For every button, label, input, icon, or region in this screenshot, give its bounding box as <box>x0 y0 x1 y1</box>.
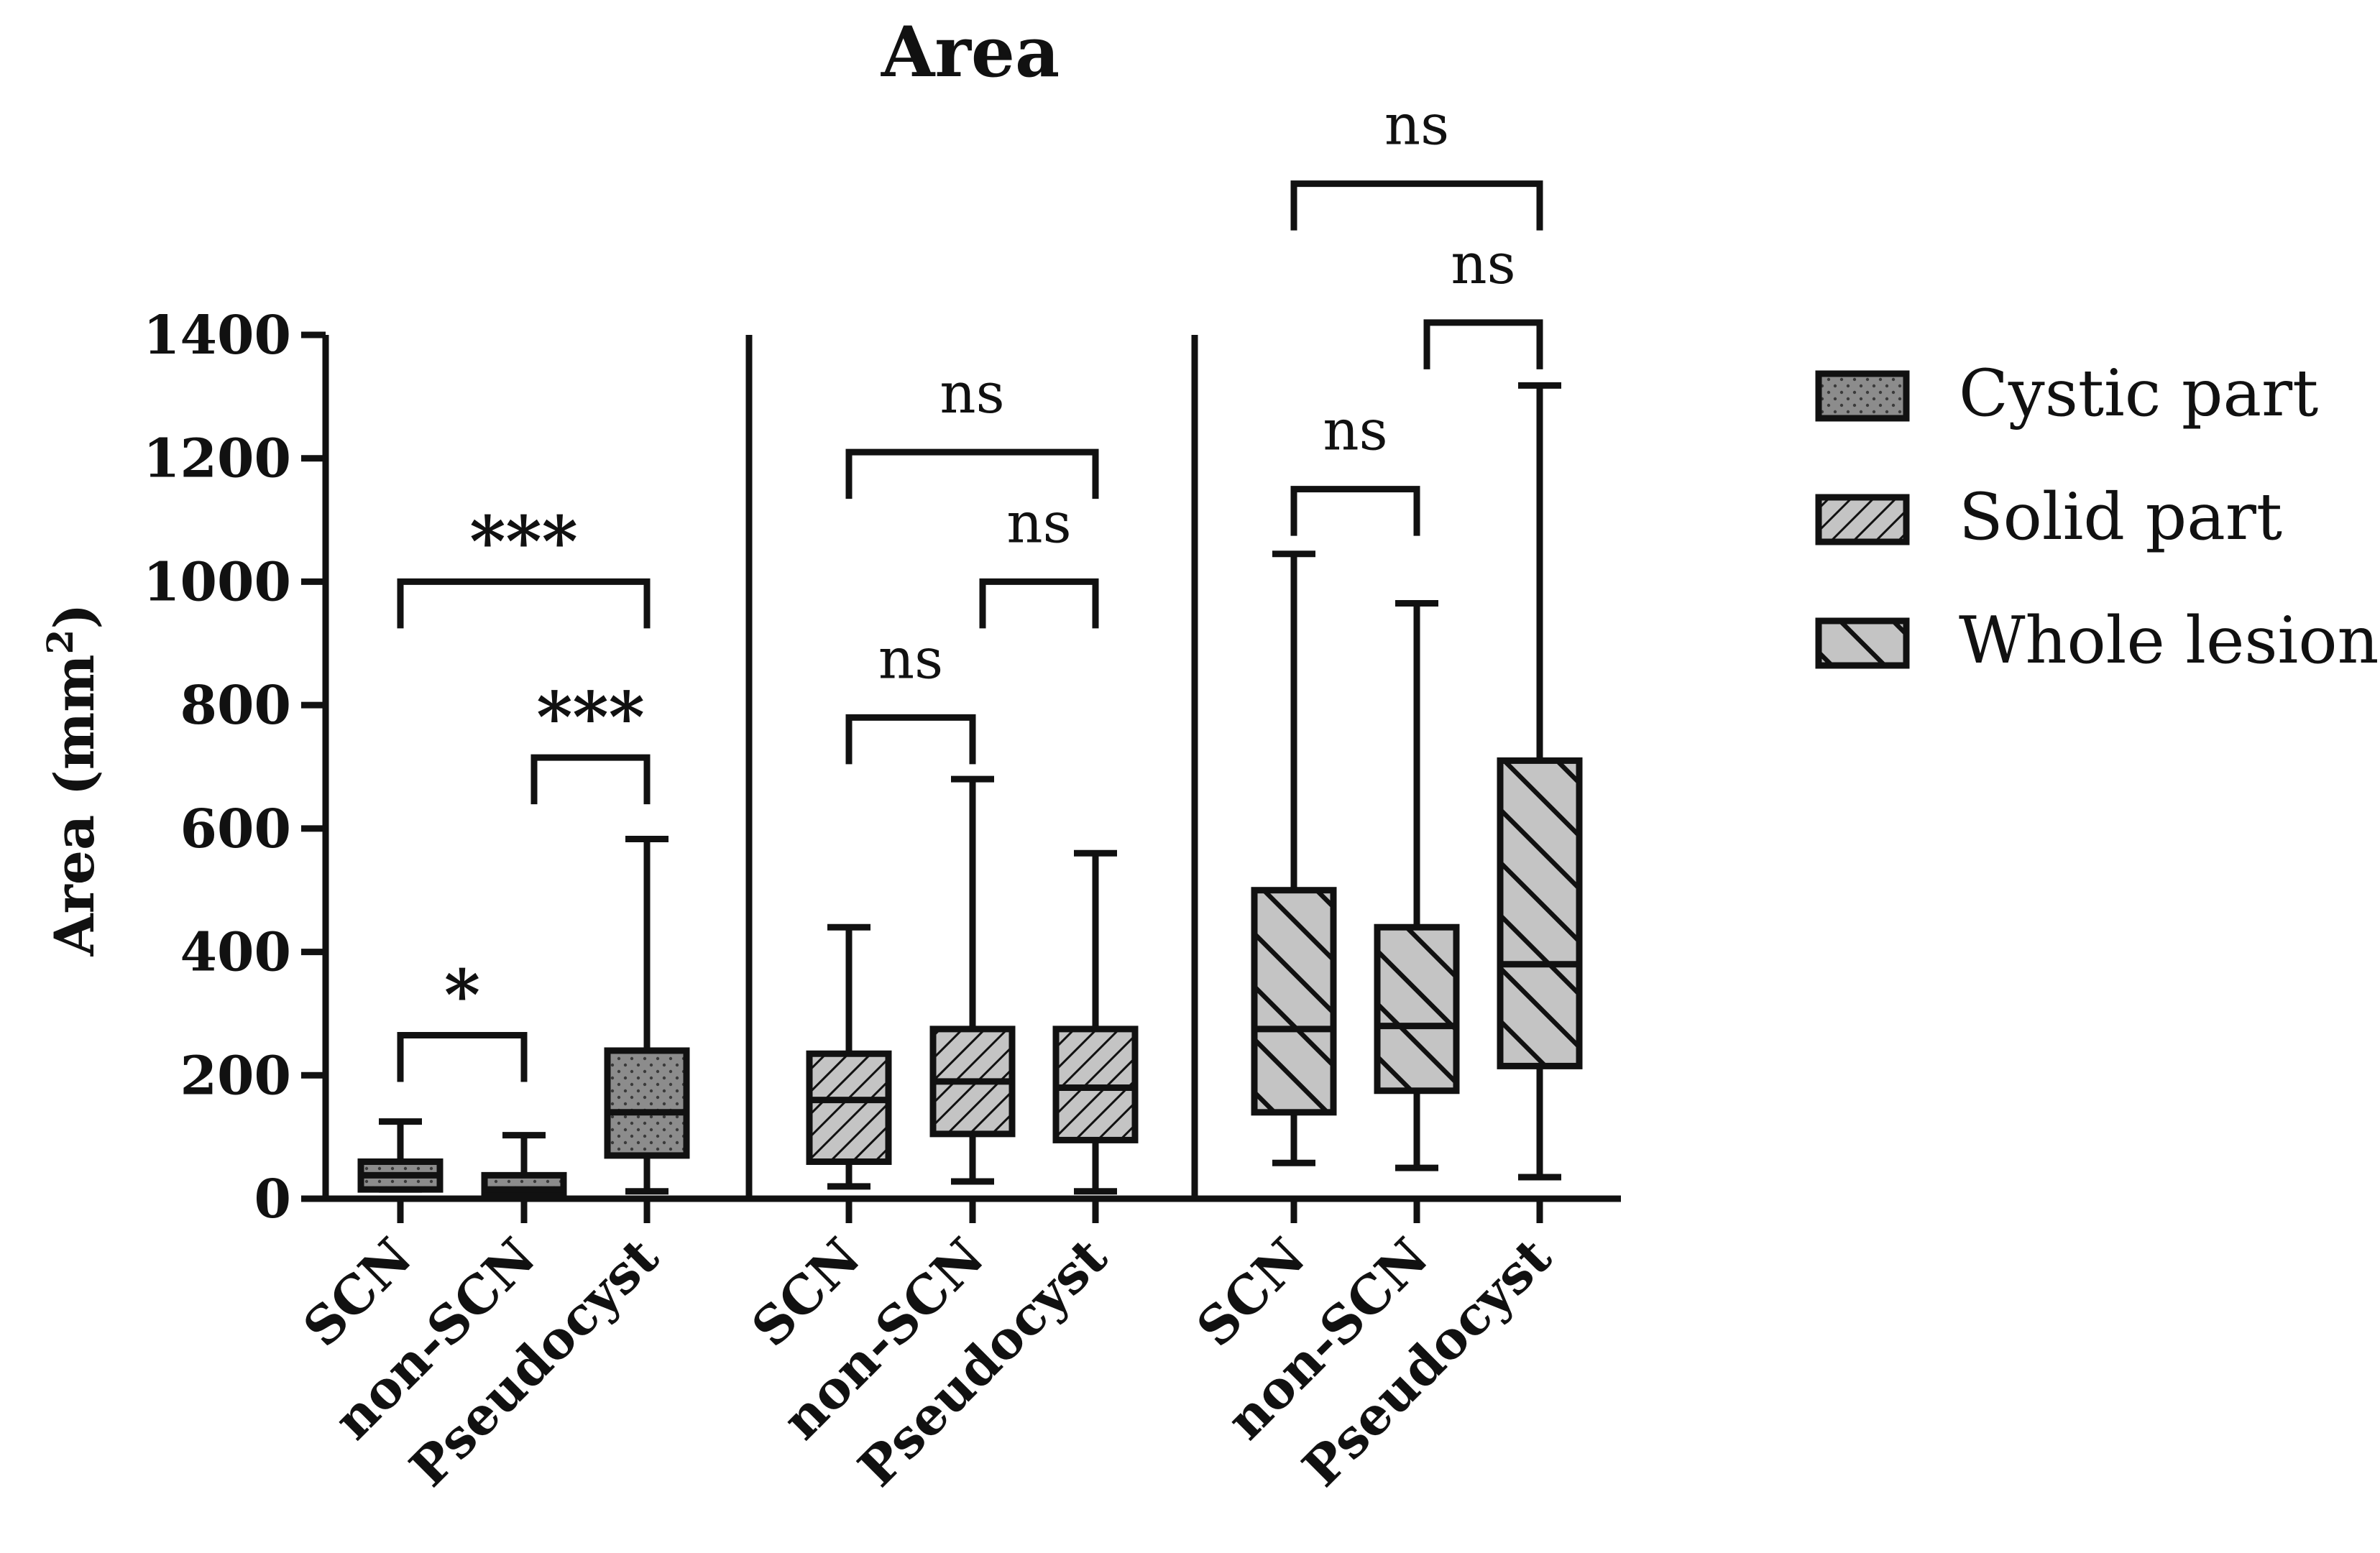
bracket-solid-part-non-scn-vs-pseudocyst: ns <box>979 491 1099 629</box>
bracket-line <box>979 578 1099 629</box>
bracket-whole-lesion-scn-vs-pseudocyst: ns <box>1290 93 1543 231</box>
bracket-label: ns <box>1006 491 1071 556</box>
bracket-label: *** <box>469 501 578 582</box>
bracket-label: ns <box>1384 93 1449 158</box>
bracket-line <box>1290 180 1543 231</box>
bracket-line <box>1290 486 1420 536</box>
y-tick-label-600: 600 <box>180 798 291 860</box>
box-iqr <box>1251 887 1337 1116</box>
bracket-cystic-part-non-scn-vs-pseudocyst: *** <box>530 677 651 805</box>
box-iqr <box>1497 757 1583 1069</box>
box-iqr <box>604 1047 690 1159</box>
box-iqr <box>1374 923 1460 1095</box>
bracket-line <box>530 754 651 805</box>
bracket-line <box>1423 319 1543 369</box>
y-tick-label-1200: 1200 <box>143 428 291 490</box>
legend-label-cystic-part: Cystic part <box>1959 356 2318 431</box>
legend-label-whole-lesion: Whole lesion <box>1959 603 2379 678</box>
legend-item-solid-part: Solid part <box>1815 479 2282 555</box>
y-tick-label-400: 400 <box>180 922 291 984</box>
box-solid-part-non-scn <box>929 775 1016 1223</box>
bracket-label: ns <box>1323 399 1387 464</box>
box-whole-lesion-pseudocyst <box>1497 382 1583 1223</box>
bracket-label: * <box>444 954 480 1036</box>
y-axis-label-main: Area (mm <box>42 654 106 957</box>
legend-item-cystic-part: Cystic part <box>1815 356 2318 431</box>
bracket-line <box>397 1031 528 1082</box>
box-iqr <box>806 1050 892 1165</box>
axes: 0 200 400 600 800 1000 1200 1400 <box>143 305 1621 1230</box>
box-solid-part-pseudocyst <box>1052 849 1139 1223</box>
legend-item-whole-lesion: Whole lesion <box>1815 603 2379 678</box>
bracket-whole-lesion-non-scn-vs-pseudocyst: ns <box>1423 232 1543 369</box>
legend-swatch-cystic-part <box>1815 370 1910 422</box>
bracket-label: *** <box>536 677 645 758</box>
bracket-cystic-part-scn-vs-pseudocyst: *** <box>397 501 651 629</box>
y-tick-label-0: 0 <box>254 1169 292 1230</box>
box-cystic-part-pseudocyst <box>604 835 690 1223</box>
boxes <box>357 382 1583 1223</box>
box-solid-part-scn <box>806 923 892 1223</box>
bracket-label: ns <box>878 627 943 691</box>
y-tick-label-800: 800 <box>180 675 291 737</box>
y-axis-label-sup: 2 <box>39 630 81 655</box>
chart-title: Area <box>881 11 1060 93</box>
bracket-solid-part-scn-vs-non-scn: ns <box>845 627 976 765</box>
legend-swatch-solid-part <box>1815 494 1910 545</box>
bracket-line <box>845 448 1099 499</box>
box-cystic-part-non-scn <box>481 1132 567 1223</box>
y-axis-label-close: ) <box>42 604 106 630</box>
box-whole-lesion-scn <box>1251 550 1337 1223</box>
y-tick-label-1400: 1400 <box>143 305 291 367</box>
bracket-cystic-part-scn-vs-non-scn: * <box>397 954 528 1082</box>
bracket-solid-part-scn-vs-pseudocyst: ns <box>845 361 1099 499</box>
bracket-label: ns <box>1451 232 1515 297</box>
bracket-label: ns <box>939 361 1004 426</box>
y-tick-label-1000: 1000 <box>143 551 291 613</box>
y-axis-label: Area (mm2) <box>39 604 107 957</box>
bracket-line <box>845 714 976 765</box>
box-whole-lesion-non-scn <box>1374 599 1460 1223</box>
legend-swatch-whole-lesion <box>1815 617 1910 669</box>
bracket-line <box>397 578 651 629</box>
y-tick-label-200: 200 <box>180 1045 291 1107</box>
legend-label-solid-part: Solid part <box>1959 479 2282 555</box>
legend: Cystic part Solid part Whole lesion <box>1815 356 2379 678</box>
bracket-whole-lesion-scn-vs-non-scn: ns <box>1290 399 1420 536</box>
box-cystic-part-scn <box>357 1118 444 1223</box>
